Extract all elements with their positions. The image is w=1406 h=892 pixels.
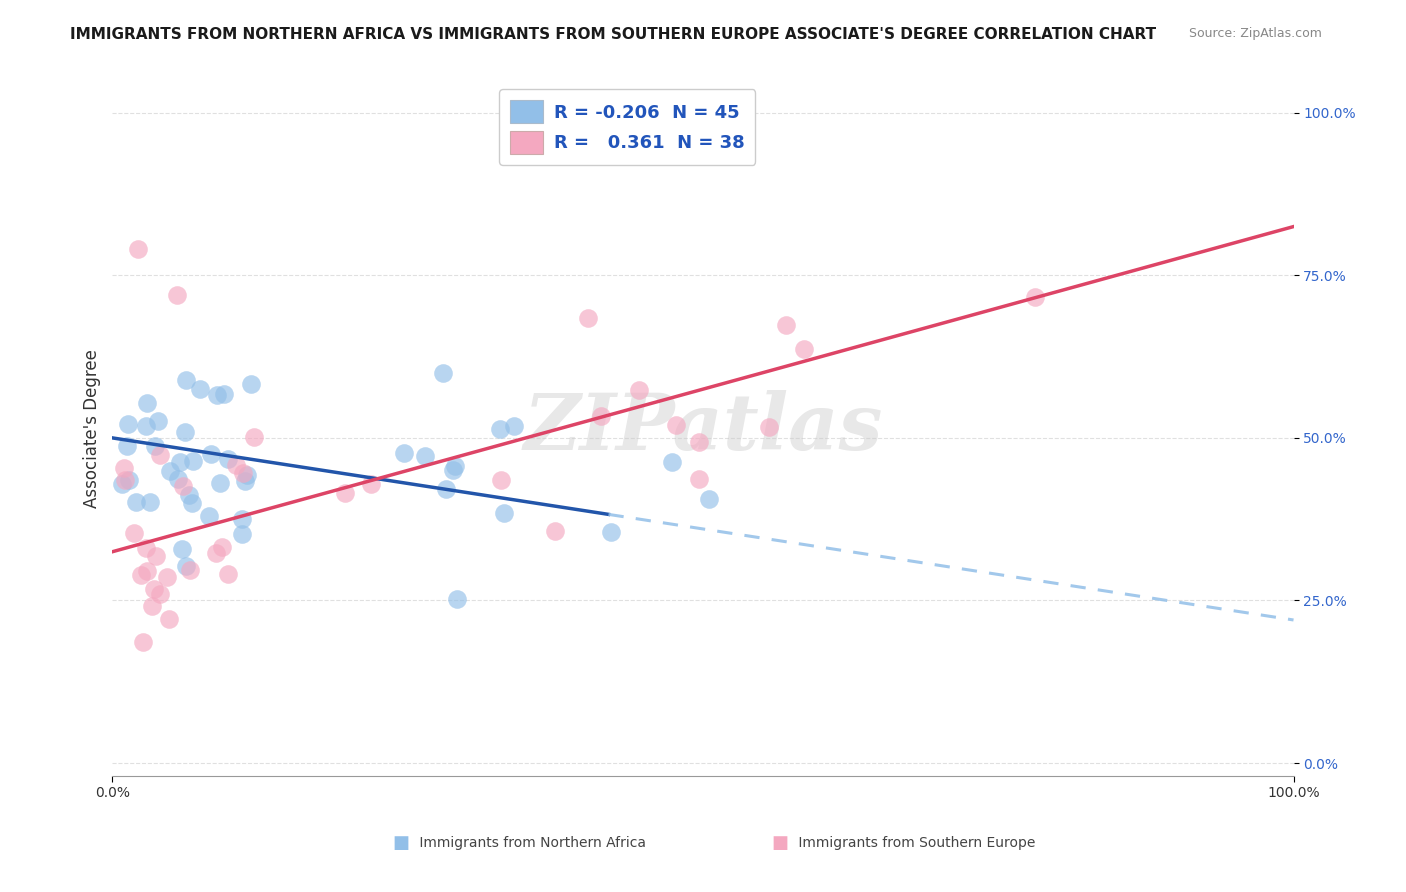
- Point: [180, 496, 202, 510]
- Point: [699, 492, 721, 507]
- Point: [576, 311, 599, 326]
- Text: ■: ■: [772, 834, 789, 852]
- Point: [143, 582, 166, 596]
- Point: [117, 439, 139, 453]
- Point: [441, 463, 464, 477]
- Point: [136, 395, 159, 409]
- Point: [149, 586, 172, 600]
- Point: [627, 383, 650, 397]
- Point: [170, 542, 193, 557]
- Point: [413, 449, 436, 463]
- Text: Immigrants from Northern Africa: Immigrants from Northern Africa: [415, 836, 645, 850]
- Point: [143, 439, 166, 453]
- Point: [775, 318, 797, 332]
- Text: Source: ZipAtlas.com: Source: ZipAtlas.com: [1188, 27, 1322, 40]
- Point: [600, 524, 623, 539]
- Point: [446, 591, 468, 606]
- Point: [232, 466, 254, 480]
- Point: [135, 541, 157, 556]
- Point: [179, 563, 201, 577]
- Point: [591, 409, 613, 423]
- Point: [146, 414, 169, 428]
- Y-axis label: Associate's Degree: Associate's Degree: [83, 349, 101, 508]
- Point: [200, 447, 222, 461]
- Point: [198, 509, 221, 524]
- Point: [434, 482, 457, 496]
- Point: [111, 477, 134, 491]
- Point: [145, 549, 167, 563]
- Point: [333, 486, 356, 500]
- Point: [217, 452, 239, 467]
- Point: [209, 476, 232, 491]
- Point: [492, 506, 515, 520]
- Point: [131, 635, 153, 649]
- Point: [688, 435, 710, 450]
- Point: [141, 599, 163, 613]
- Point: [174, 373, 197, 387]
- Point: [174, 425, 197, 439]
- Point: [544, 524, 567, 538]
- Point: [138, 495, 160, 509]
- Point: [169, 455, 191, 469]
- Text: IMMIGRANTS FROM NORTHERN AFRICA VS IMMIGRANTS FROM SOUTHERN EUROPE ASSOCIATE'S D: IMMIGRANTS FROM NORTHERN AFRICA VS IMMIG…: [70, 27, 1156, 42]
- Point: [172, 479, 194, 493]
- Point: [236, 468, 259, 483]
- Text: Immigrants from Southern Europe: Immigrants from Southern Europe: [794, 836, 1036, 850]
- Point: [793, 342, 815, 356]
- Point: [135, 418, 157, 433]
- Point: [688, 472, 710, 486]
- Point: [125, 495, 148, 509]
- Point: [188, 382, 211, 396]
- Point: [166, 288, 188, 302]
- Point: [665, 417, 688, 432]
- Point: [127, 243, 149, 257]
- Point: [432, 366, 454, 380]
- Point: [181, 454, 204, 468]
- Text: ■: ■: [392, 834, 409, 852]
- Point: [489, 422, 512, 436]
- Point: [214, 387, 236, 401]
- Point: [205, 546, 228, 560]
- Point: [225, 458, 247, 472]
- Point: [149, 448, 172, 462]
- Point: [240, 377, 263, 392]
- Point: [444, 458, 467, 473]
- Point: [1024, 290, 1046, 304]
- Legend: R = -0.206  N = 45, R =   0.361  N = 38: R = -0.206 N = 45, R = 0.361 N = 38: [499, 89, 755, 165]
- Point: [392, 446, 415, 460]
- Point: [176, 558, 198, 573]
- Point: [179, 488, 201, 502]
- Point: [231, 511, 253, 525]
- Point: [122, 525, 145, 540]
- Point: [117, 417, 139, 431]
- Point: [502, 418, 524, 433]
- Point: [156, 570, 179, 584]
- Point: [129, 568, 152, 582]
- Point: [118, 473, 141, 487]
- Text: ZIPatlas: ZIPatlas: [523, 390, 883, 467]
- Point: [167, 472, 190, 486]
- Point: [491, 473, 513, 487]
- Point: [233, 474, 256, 488]
- Point: [243, 429, 266, 443]
- Point: [157, 612, 180, 626]
- Point: [159, 464, 181, 478]
- Point: [661, 455, 683, 469]
- Point: [231, 527, 253, 541]
- Point: [112, 461, 135, 475]
- Point: [758, 420, 780, 434]
- Point: [211, 540, 233, 554]
- Point: [360, 477, 382, 491]
- Point: [136, 564, 159, 578]
- Point: [217, 567, 239, 582]
- Point: [205, 388, 228, 402]
- Point: [114, 473, 136, 487]
